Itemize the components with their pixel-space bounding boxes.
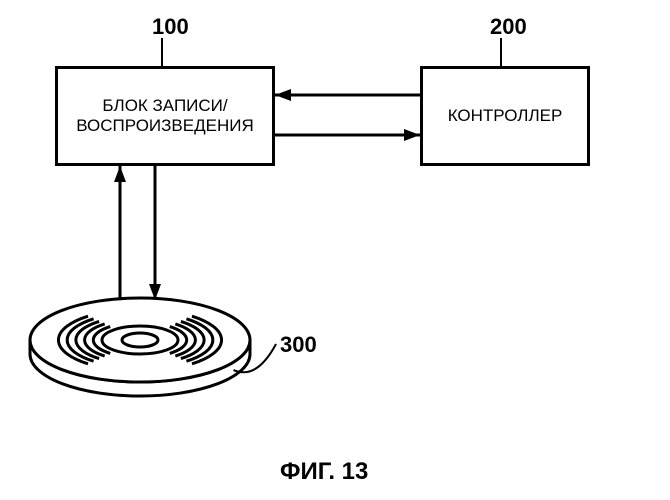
ref-label-300: 300 bbox=[280, 332, 317, 358]
block-recorder-label: БЛОК ЗАПИСИ/ ВОСПРОИЗВЕДЕНИЯ bbox=[76, 96, 253, 137]
figure-caption: ФИГ. 13 bbox=[280, 458, 368, 486]
ref-label-100: 100 bbox=[152, 14, 189, 40]
leader-100 bbox=[161, 38, 163, 66]
ref-label-200: 200 bbox=[490, 14, 527, 40]
leader-200 bbox=[500, 38, 502, 66]
block-recorder: БЛОК ЗАПИСИ/ ВОСПРОИЗВЕДЕНИЯ bbox=[55, 66, 275, 166]
block-controller-label: КОНТРОЛЛЕР bbox=[448, 106, 563, 126]
diagram-canvas: { "figure": { "caption": "ФИГ. 13", "cap… bbox=[0, 0, 670, 500]
block-controller: КОНТРОЛЛЕР bbox=[420, 66, 590, 166]
